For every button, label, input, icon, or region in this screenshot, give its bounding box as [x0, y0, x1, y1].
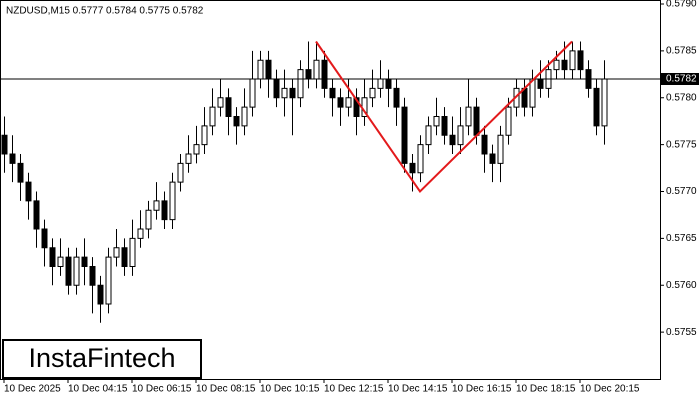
candle-body	[289, 87, 296, 99]
candle-body	[473, 106, 480, 136]
candle-body	[33, 200, 40, 230]
candle-body	[273, 78, 280, 99]
candle-body	[345, 97, 352, 108]
x-tick-label: 10 Dec 08:15	[196, 384, 256, 395]
candle-body	[97, 284, 104, 305]
last-price-label: 0.5782	[666, 74, 697, 85]
chart-title: NZDUSD,M15 0.5777 0.5784 0.5775 0.5782	[6, 6, 204, 17]
candle-body	[377, 78, 384, 89]
candle-body	[409, 162, 416, 174]
candle-body	[265, 59, 272, 80]
x-tick-label: 10 Dec 16:15	[452, 384, 512, 395]
candle-body	[441, 116, 448, 136]
candle-body	[257, 59, 264, 80]
candle-body	[297, 69, 304, 99]
candle-body	[193, 144, 200, 155]
candle-body	[17, 162, 24, 183]
candle-body	[337, 97, 344, 108]
x-tick-label: 10 Dec 06:15	[132, 384, 192, 395]
candle-body	[457, 125, 464, 146]
candle-body	[65, 256, 72, 286]
candle-body	[153, 200, 160, 211]
y-tick-label: 0.5765	[666, 233, 697, 244]
candle-body	[433, 116, 440, 127]
candle-body	[417, 144, 424, 174]
candle-body	[241, 106, 248, 127]
candle-body	[369, 87, 376, 99]
y-tick-label: 0.5785	[666, 46, 697, 57]
candle-body	[505, 106, 512, 136]
candle-body	[577, 50, 584, 71]
candle-body	[353, 97, 360, 117]
candle-body	[313, 59, 320, 80]
candle-body	[249, 78, 256, 108]
candle-body	[233, 116, 240, 127]
candle-body	[481, 134, 488, 155]
plot-frame	[0, 0, 661, 380]
candle-body	[105, 256, 112, 305]
candle-body	[425, 125, 432, 146]
candle-body	[1, 134, 8, 155]
candle-body	[49, 247, 56, 267]
candle-body	[393, 87, 400, 108]
candle-body	[137, 228, 144, 239]
x-tick-label: 10 Dec 14:15	[388, 384, 448, 395]
logo: InstaFintech	[28, 343, 175, 373]
candle-body	[537, 78, 544, 89]
candle-body	[89, 266, 96, 286]
y-tick-label: 0.5775	[666, 139, 697, 150]
candle-body	[489, 153, 496, 164]
x-tick-label: 10 Dec 18:15	[516, 384, 576, 395]
candle-body	[329, 87, 336, 99]
candle-body	[217, 97, 224, 108]
x-tick-label: 10 Dec 10:15	[260, 384, 320, 395]
y-tick-label: 0.5780	[666, 92, 697, 103]
candle-body	[225, 97, 232, 117]
y-tick-label: 0.5755	[666, 327, 697, 338]
candle-body	[9, 153, 16, 164]
candle-body	[569, 50, 576, 71]
candle-body	[129, 237, 136, 267]
candle-body	[41, 228, 48, 249]
x-tick-label: 10 Dec 2025	[4, 384, 61, 395]
candle-body	[553, 59, 560, 71]
candle-body	[73, 256, 80, 286]
logo-box	[2, 339, 202, 379]
pattern-line	[315, 40, 573, 194]
candle-body	[81, 256, 88, 267]
candle-body	[25, 181, 32, 202]
candle-body	[57, 256, 64, 267]
candle-body	[401, 106, 408, 164]
candle-body	[161, 200, 168, 221]
candle-body	[321, 59, 328, 89]
x-tick-label: 10 Dec 20:15	[580, 384, 640, 395]
y-tick-label: 0.5790	[666, 0, 697, 10]
candle-body	[145, 209, 152, 230]
y-tick-label: 0.5760	[666, 280, 697, 291]
last-price-box	[661, 73, 699, 85]
candle-body	[121, 247, 128, 267]
candle-body	[185, 153, 192, 164]
y-tick-label: 0.5770	[666, 186, 697, 197]
candle-body	[169, 181, 176, 221]
candle-body	[449, 134, 456, 146]
candle-body	[561, 59, 568, 71]
candle-body	[177, 162, 184, 183]
candle-body	[113, 247, 120, 258]
candle-body	[465, 106, 472, 127]
candle-body	[281, 87, 288, 99]
candle-body	[305, 69, 312, 80]
candle-body	[209, 106, 216, 127]
x-tick-label: 10 Dec 12:15	[324, 384, 384, 395]
candle-body	[201, 125, 208, 146]
candle-body	[497, 134, 504, 164]
candle-body	[385, 78, 392, 89]
x-tick-label: 10 Dec 04:15	[68, 384, 128, 395]
candle-body	[601, 78, 608, 127]
candle-body	[593, 87, 600, 127]
